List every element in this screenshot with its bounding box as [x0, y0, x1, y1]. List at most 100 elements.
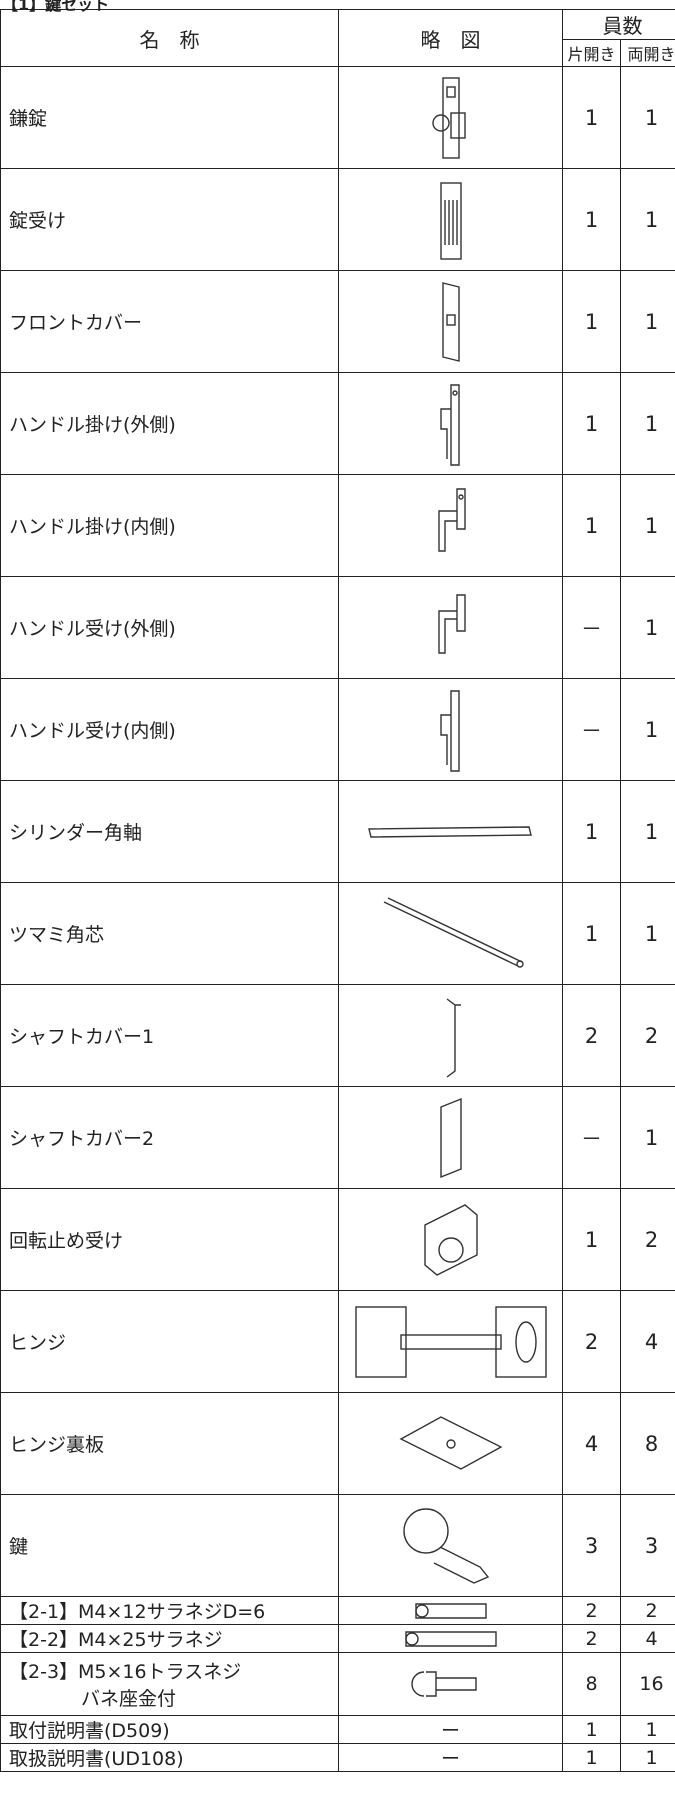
figure-icon	[404, 1630, 497, 1647]
part-figure	[338, 1596, 563, 1625]
part-name-line: 回転止め受け	[9, 1230, 124, 1252]
part-figure	[338, 1624, 563, 1653]
count-both-sides: 3	[620, 1494, 675, 1597]
count-both-sides: 1	[620, 168, 675, 271]
part-figure	[338, 1086, 563, 1189]
count-both-sides: 1	[620, 66, 675, 169]
table-row: 鎌錠 1 1	[0, 66, 675, 169]
parts-table: 名 称 略 図 員数 片開き 両開き 鎌錠 1 1 錠受け 1 1 フロントカバー 1 1 ハンド…	[0, 9, 675, 1772]
part-name: 取扱説明書(UD108)	[0, 1743, 339, 1772]
count-both-sides: 1	[620, 678, 675, 781]
part-figure	[338, 1290, 563, 1393]
part-name-line: ハンドル受け(内側)	[9, 720, 176, 742]
figure-icon	[439, 689, 460, 772]
part-name-line: 取扱説明書(UD108)	[9, 1748, 184, 1770]
part-name-line: ハンドル受け(外側)	[9, 618, 176, 640]
part-figure	[338, 270, 563, 373]
part-figure	[338, 66, 563, 169]
part-name-line: シャフトカバー1	[9, 1026, 155, 1048]
part-name: フロントカバー	[0, 270, 339, 373]
count-one-side: 2	[562, 1624, 621, 1653]
part-name-line: 鍵	[9, 1536, 29, 1558]
table-row: 回転止め受け 1 2	[0, 1188, 675, 1291]
count-both-sides: 1	[620, 780, 675, 883]
figure-icon	[367, 825, 532, 838]
figure-icon	[423, 1203, 478, 1276]
count-one-side: －	[562, 678, 621, 781]
part-name-line: 取付説明書(D509)	[9, 1720, 170, 1742]
table-row: ヒンジ裏板 4 8	[0, 1392, 675, 1495]
table-row: 【2-2】M4×25サラネジ 2 4	[0, 1624, 675, 1653]
table-row: ハンドル受け(外側) － 1	[0, 576, 675, 679]
part-name: ハンドル受け(内側)	[0, 678, 339, 781]
count-one-side: －	[562, 576, 621, 679]
count-both-sides: 2	[620, 984, 675, 1087]
table-row: ハンドル掛け(外側) 1 1	[0, 372, 675, 475]
part-figure	[338, 678, 563, 781]
count-one-side: 8	[562, 1652, 621, 1716]
part-name-line: 鎌錠	[9, 108, 48, 130]
part-name: 鎌錠	[0, 66, 339, 169]
count-one-side: 1	[562, 1188, 621, 1291]
part-figure-text: ー	[338, 1715, 563, 1744]
part-name: ハンドル掛け(外側)	[0, 372, 339, 475]
count-one-side: 1	[562, 780, 621, 883]
part-figure	[338, 984, 563, 1087]
count-both-sides: 4	[620, 1290, 675, 1393]
part-figure	[338, 474, 563, 577]
table-row: ツマミ角芯 1 1	[0, 882, 675, 985]
table-row: 錠受け 1 1	[0, 168, 675, 271]
header-name: 名 称	[0, 9, 339, 67]
figure-icon	[446, 997, 461, 1078]
count-both-sides: 2	[620, 1596, 675, 1625]
count-one-side: 1	[562, 1715, 621, 1744]
part-figure	[338, 1652, 563, 1716]
part-name: 【2-3】M5×16トラスネジ バネ座金付	[0, 1652, 339, 1716]
part-name-line: ヒンジ裏板	[9, 1434, 105, 1456]
part-name-line: シャフトカバー2	[9, 1128, 155, 1150]
count-one-side: 1	[562, 168, 621, 271]
part-figure	[338, 1392, 563, 1495]
count-both-sides: 1	[620, 882, 675, 985]
count-both-sides: 1	[620, 1715, 675, 1744]
figure-icon	[439, 181, 462, 260]
header-both-sides: 両開き	[620, 39, 675, 67]
table-row: フロントカバー 1 1	[0, 270, 675, 373]
part-name: 回転止め受け	[0, 1188, 339, 1291]
figure-icon	[414, 1602, 487, 1619]
part-name: 鍵	[0, 1494, 339, 1597]
part-name: ハンドル受け(外側)	[0, 576, 339, 679]
table-row: シャフトカバー1 2 2	[0, 984, 675, 1087]
part-name-line: フロントカバー	[9, 312, 143, 334]
table-row: シリンダー角軸 1 1	[0, 780, 675, 883]
part-figure	[338, 1188, 563, 1291]
part-name-line: ヒンジ	[9, 1332, 67, 1354]
part-name: ツマミ角芯	[0, 882, 339, 985]
figure-icon	[439, 1097, 462, 1178]
count-both-sides: 8	[620, 1392, 675, 1495]
table-row: ハンドル掛け(内側) 1 1	[0, 474, 675, 577]
count-both-sides: 4	[620, 1624, 675, 1653]
part-figure	[338, 882, 563, 985]
count-one-side: 1	[562, 474, 621, 577]
figure-icon	[354, 1305, 547, 1378]
part-name-line: 【2-2】M4×25サラネジ	[9, 1629, 223, 1651]
count-one-side: 3	[562, 1494, 621, 1597]
part-figure	[338, 576, 563, 679]
figure-icon	[410, 1671, 477, 1697]
table-wrap: 名 称 略 図 員数 片開き 両開き 鎌錠 1 1 錠受け 1 1 フロントカバー 1 1 ハンド…	[0, 9, 675, 1772]
part-name-line: ハンドル掛け(内側)	[9, 516, 176, 538]
part-figure	[338, 168, 563, 271]
figure-icon	[437, 593, 466, 654]
figure-icon	[402, 1507, 489, 1584]
part-name: シャフトカバー2	[0, 1086, 339, 1189]
part-name-line: 【2-1】M4×12サラネジD=6	[9, 1601, 266, 1623]
figure-icon	[431, 76, 466, 159]
table-row: ヒンジ 2 4	[0, 1290, 675, 1393]
header-figure: 略 図	[338, 9, 563, 67]
table-body: 鎌錠 1 1 錠受け 1 1 フロントカバー 1 1 ハンドル掛け(外側) 1 1 ハンドル掛け(内側)…	[0, 66, 675, 1772]
part-name: ヒンジ裏板	[0, 1392, 339, 1495]
part-name-line: バネ座金付	[81, 1688, 177, 1710]
